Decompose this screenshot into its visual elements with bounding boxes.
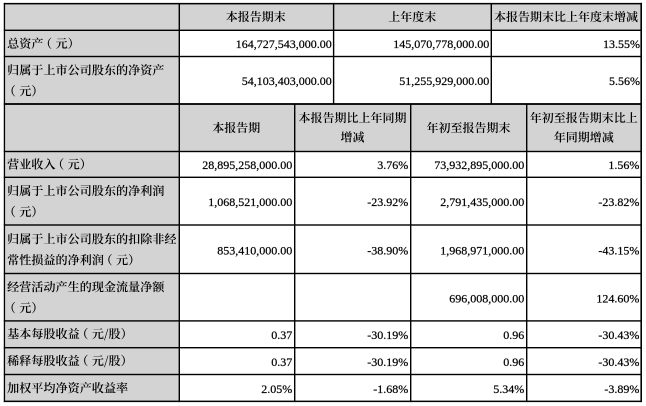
svg-text:0.96: 0.96 [503, 355, 524, 369]
svg-text:2,791,435,000.00: 2,791,435,000.00 [440, 195, 524, 209]
svg-text:-30.43%: -30.43% [598, 328, 639, 342]
svg-text:-38.90%: -38.90% [367, 243, 408, 257]
svg-text:124.60%: 124.60% [596, 291, 639, 305]
svg-text:1,968,971,000.00: 1,968,971,000.00 [440, 243, 524, 257]
svg-text:51,255,929,000.00: 51,255,929,000.00 [399, 74, 489, 88]
svg-text:1,068,521,000.00: 1,068,521,000.00 [208, 195, 292, 209]
svg-text:0.96: 0.96 [503, 328, 524, 342]
svg-text:5.56%: 5.56% [609, 74, 640, 88]
svg-text:0.37: 0.37 [271, 328, 292, 342]
svg-text:-3.89%: -3.89% [604, 382, 639, 396]
svg-text:-43.15%: -43.15% [598, 243, 639, 257]
svg-text:-30.43%: -30.43% [598, 355, 639, 369]
svg-text:3.76%: 3.76% [377, 158, 408, 172]
svg-text:28,895,258,000.00: 28,895,258,000.00 [202, 158, 292, 172]
svg-text:0.37: 0.37 [271, 355, 292, 369]
svg-text:13.55%: 13.55% [603, 37, 640, 51]
svg-text:73,932,895,000.00: 73,932,895,000.00 [434, 158, 524, 172]
svg-text:5.34%: 5.34% [493, 382, 524, 396]
svg-text:54,103,403,000.00: 54,103,403,000.00 [242, 74, 332, 88]
svg-text:1.56%: 1.56% [608, 158, 639, 172]
svg-text:853,410,000.00: 853,410,000.00 [217, 243, 292, 257]
svg-text:-30.19%: -30.19% [367, 328, 408, 342]
svg-text:-23.92%: -23.92% [367, 195, 408, 209]
svg-text:-23.82%: -23.82% [598, 195, 639, 209]
svg-text:-1.68%: -1.68% [373, 382, 408, 396]
svg-text:-30.19%: -30.19% [367, 355, 408, 369]
svg-text:696,008,000.00: 696,008,000.00 [449, 291, 524, 305]
svg-text:2.05%: 2.05% [261, 382, 292, 396]
svg-text:145,070,778,000.00: 145,070,778,000.00 [393, 37, 489, 51]
svg-text:164,727,543,000.00: 164,727,543,000.00 [236, 37, 332, 51]
